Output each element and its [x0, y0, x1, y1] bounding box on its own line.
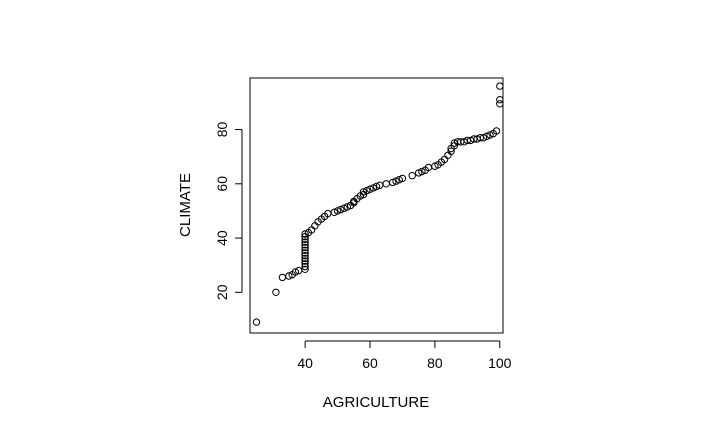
data-point: [301, 235, 309, 244]
data-point: [291, 268, 300, 276]
plot-frame: [249, 77, 504, 334]
y-tick-label: 80: [214, 122, 230, 138]
data-point: [492, 127, 501, 135]
y-axis-title: CLIMATE: [177, 173, 194, 237]
y-tick-label: 20: [214, 284, 230, 300]
data-point: [285, 272, 293, 280]
data-point: [398, 174, 407, 183]
x-axis-title: AGRICULTURE: [323, 394, 429, 411]
data-point: [496, 96, 504, 104]
y-tick-label: 60: [214, 176, 230, 192]
data-point: [301, 257, 309, 265]
data-point: [496, 82, 504, 90]
data-point: [337, 205, 345, 214]
y-axis: 20 40 60 80: [214, 122, 243, 300]
data-point: [301, 243, 309, 252]
data-point: [395, 176, 403, 184]
data-point: [372, 182, 381, 191]
data-point: [252, 318, 261, 326]
data-point: [301, 238, 309, 246]
data-point: [301, 246, 309, 255]
data-point: [301, 260, 309, 268]
data-point: [415, 169, 423, 177]
data-point: [301, 249, 309, 257]
data-point: [272, 288, 280, 296]
x-tick-label: 40: [297, 355, 313, 371]
data-point: [479, 134, 488, 142]
y-tick-label: 40: [214, 230, 230, 246]
data-point: [333, 207, 342, 215]
data-points: [252, 82, 504, 326]
data-point: [340, 204, 348, 212]
data-point: [444, 151, 452, 160]
data-point: [301, 254, 309, 263]
data-point: [343, 203, 351, 211]
x-tick-label: 60: [362, 355, 378, 371]
data-point: [408, 172, 416, 180]
data-point: [330, 208, 338, 217]
data-point: [301, 230, 309, 238]
data-point: [301, 265, 309, 273]
x-tick-label: 80: [427, 355, 443, 371]
data-point: [447, 147, 455, 155]
x-tick-label: 100: [488, 355, 512, 371]
x-axis: 40 60 80 100: [297, 340, 512, 371]
data-point: [486, 131, 494, 139]
data-point: [359, 188, 368, 196]
data-point: [389, 178, 397, 187]
data-point: [278, 273, 287, 282]
data-point: [483, 132, 491, 141]
data-point: [366, 185, 374, 193]
data-point: [418, 167, 426, 176]
data-point: [382, 180, 390, 188]
data-point: [301, 241, 309, 249]
data-point: [301, 262, 309, 271]
data-point: [301, 252, 309, 260]
